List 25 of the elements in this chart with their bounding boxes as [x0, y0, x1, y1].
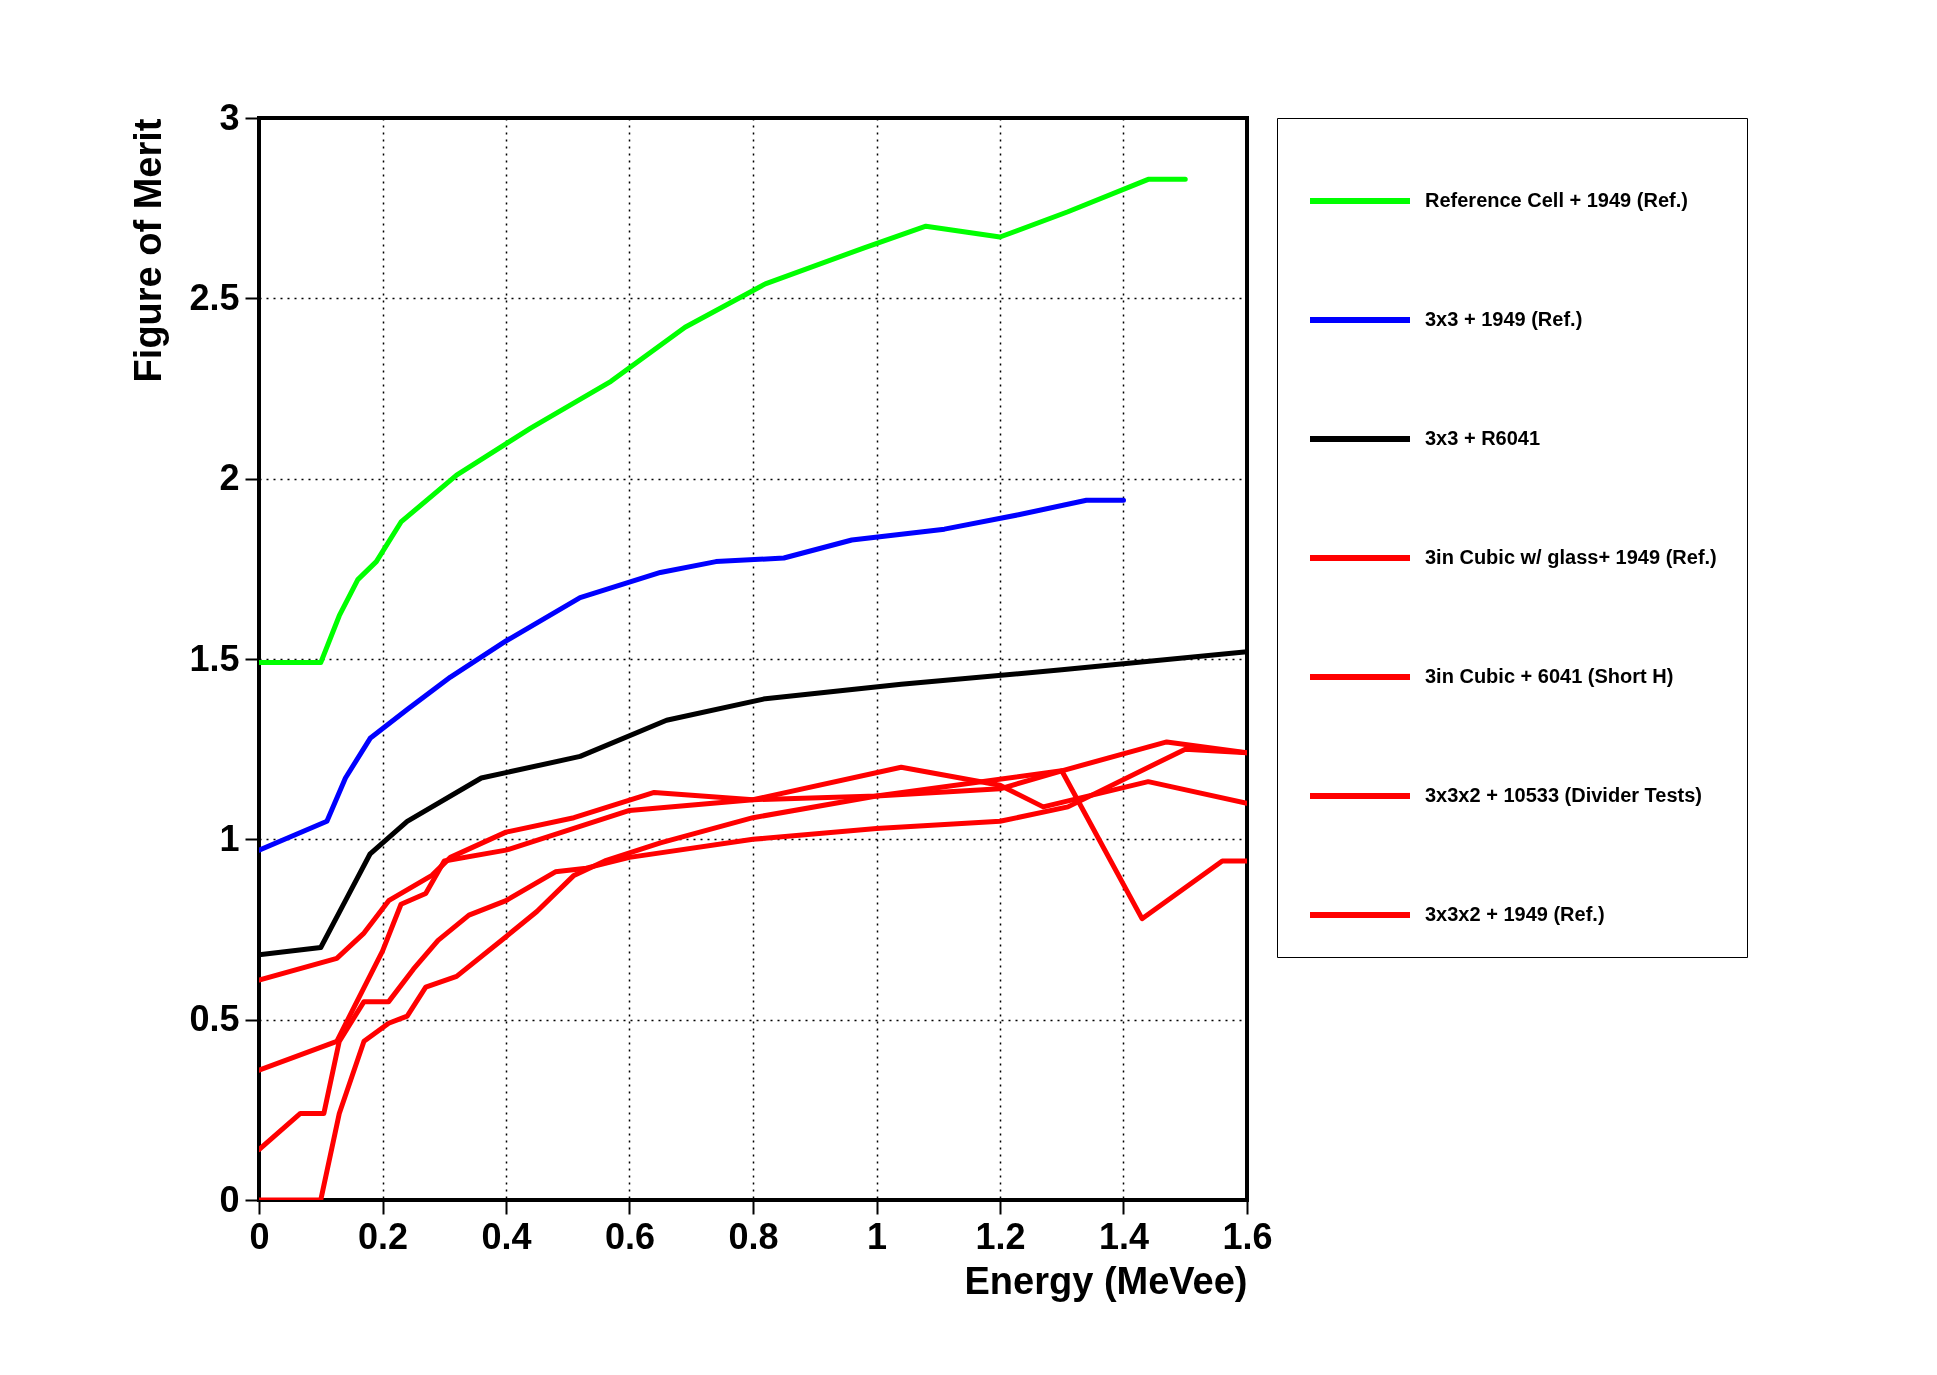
x-axis-title: Energy (MeVee) — [964, 1259, 1248, 1302]
legend-label: 3in Cubic + 6041 (Short H) — [1425, 665, 1674, 687]
x-tick-label: 1.6 — [1222, 1215, 1273, 1257]
legend-label: 3x3 + 1949 (Ref.) — [1425, 308, 1583, 330]
legend-label: 3x3x2 + 1949 (Ref.) — [1425, 903, 1605, 925]
y-tick-label: 2.5 — [189, 276, 240, 318]
y-tick-label: 1 — [219, 817, 240, 859]
legend-label: Reference Cell + 1949 (Ref.) — [1425, 189, 1688, 211]
x-tick-label: 1.2 — [975, 1215, 1026, 1257]
y-tick-label: 0.5 — [189, 998, 240, 1040]
legend-label: 3in Cubic w/ glass+ 1949 (Ref.) — [1425, 546, 1717, 568]
y-axis-title: Figure of Merit — [127, 118, 170, 383]
x-tick-label: 0.4 — [481, 1215, 532, 1257]
x-tick-label: 0.6 — [604, 1215, 656, 1257]
legend-label: 3x3 + R6041 — [1425, 427, 1541, 449]
y-tick-label: 0 — [219, 1178, 240, 1220]
y-tick-label: 3 — [219, 96, 240, 138]
y-tick-label: 2 — [219, 457, 240, 499]
x-tick-label: 1.4 — [1098, 1215, 1150, 1257]
x-tick-label: 1 — [866, 1215, 888, 1257]
legend-label: 3x3x2 + 10533 (Divider Tests) — [1425, 784, 1703, 806]
x-tick-label: 0.2 — [357, 1215, 409, 1257]
y-tick-label: 1.5 — [189, 637, 240, 679]
x-tick-label: 0 — [249, 1215, 270, 1257]
x-tick-label: 0.8 — [728, 1215, 779, 1257]
